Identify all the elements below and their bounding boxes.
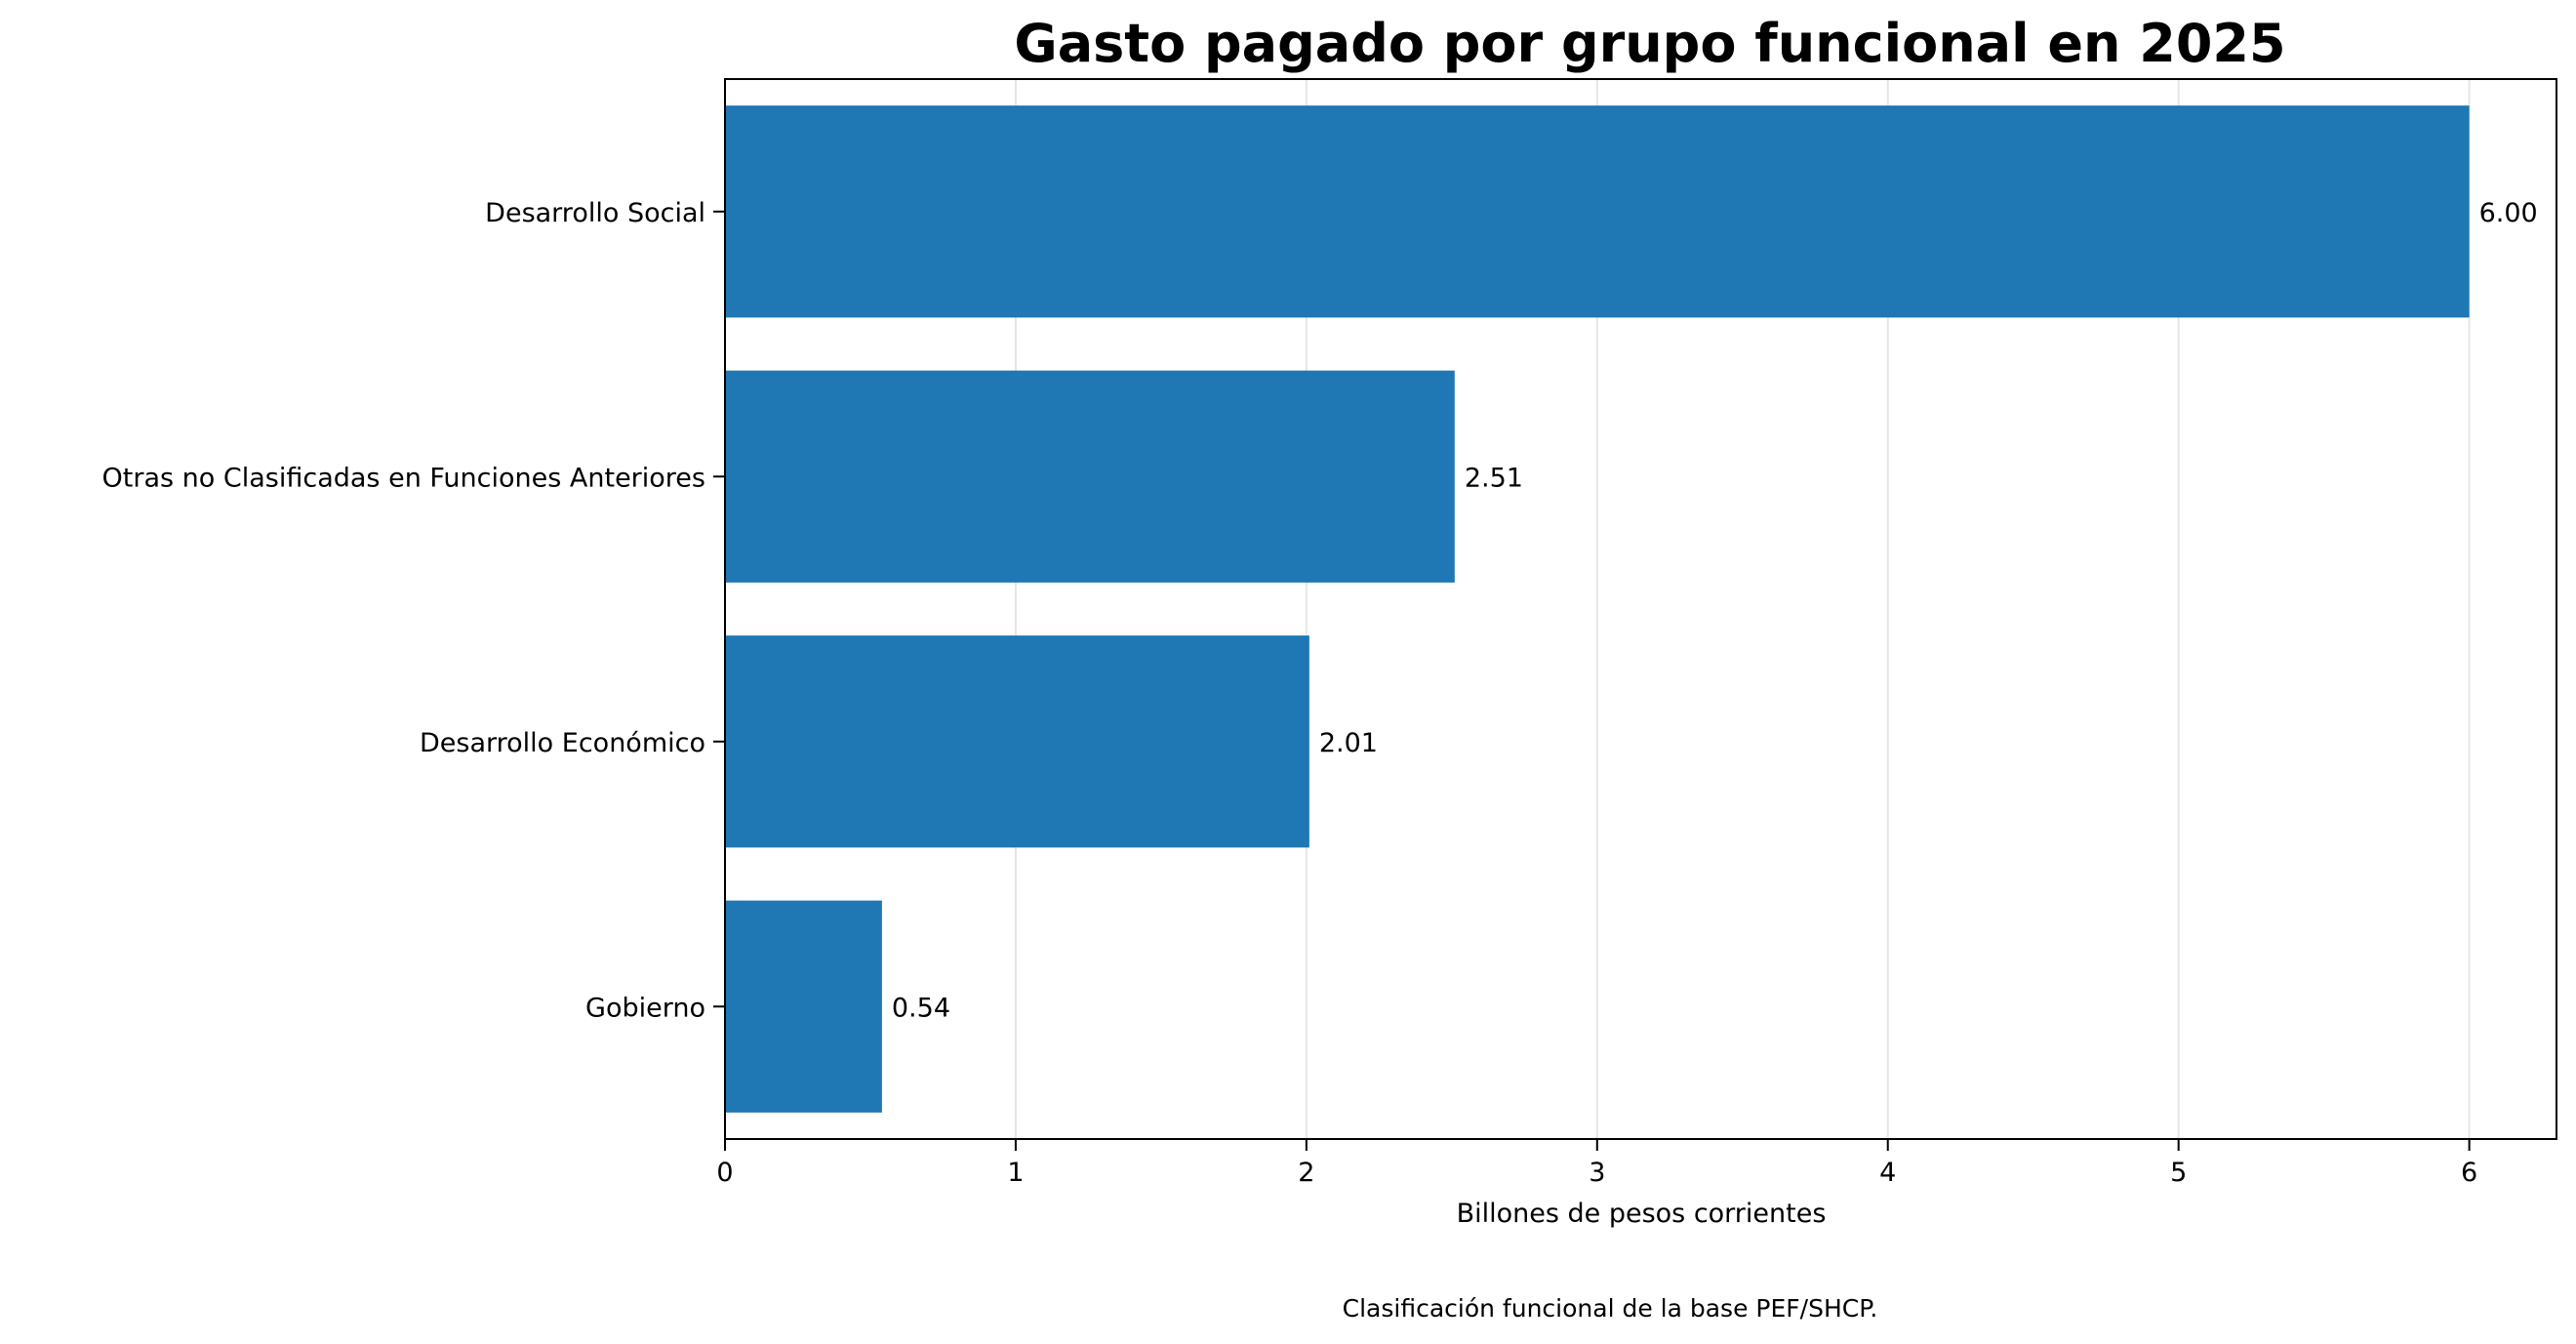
bar [725,370,1455,583]
bar-value-label: 0.54 [892,993,950,1023]
y-tick-label: Desarrollo Económico [420,728,705,758]
bar-value-label: 6.00 [2479,198,2538,228]
bar-value-label: 2.51 [1465,463,1523,493]
bars [725,105,2470,1113]
x-axis-label: Billones de pesos corrientes [1457,1199,1827,1229]
chart-title: Gasto pagado por grupo funcional en 2025 [1014,13,2285,74]
data-labels: 6.00 2.51 2.01 0.54 [892,198,2538,1024]
x-tick-label: 1 [1007,1158,1024,1188]
x-tick-label: 5 [2170,1158,2187,1188]
x-axis: 0 1 2 3 4 5 6 [716,1139,2477,1188]
y-axis: Desarrollo Social Otras no Clasificadas e… [102,198,725,1023]
bar [725,635,1309,848]
chart-caption: Clasificación funcional de la base PEF/S… [1343,1294,1878,1323]
bar-value-label: 2.01 [1319,728,1378,758]
y-tick-label: Otras no Clasificadas en Funciones Anter… [102,463,705,493]
y-tick-label: Gobierno [585,993,705,1023]
x-tick-label: 6 [2461,1158,2477,1188]
bar [725,900,882,1113]
y-tick-label: Desarrollo Social [485,198,705,228]
x-tick-label: 2 [1298,1158,1314,1188]
bar [725,105,2470,318]
x-tick-label: 4 [1879,1158,1896,1188]
plot-area-frame [724,78,2557,1140]
x-tick-label: 0 [716,1158,733,1188]
x-tick-label: 3 [1589,1158,1605,1188]
